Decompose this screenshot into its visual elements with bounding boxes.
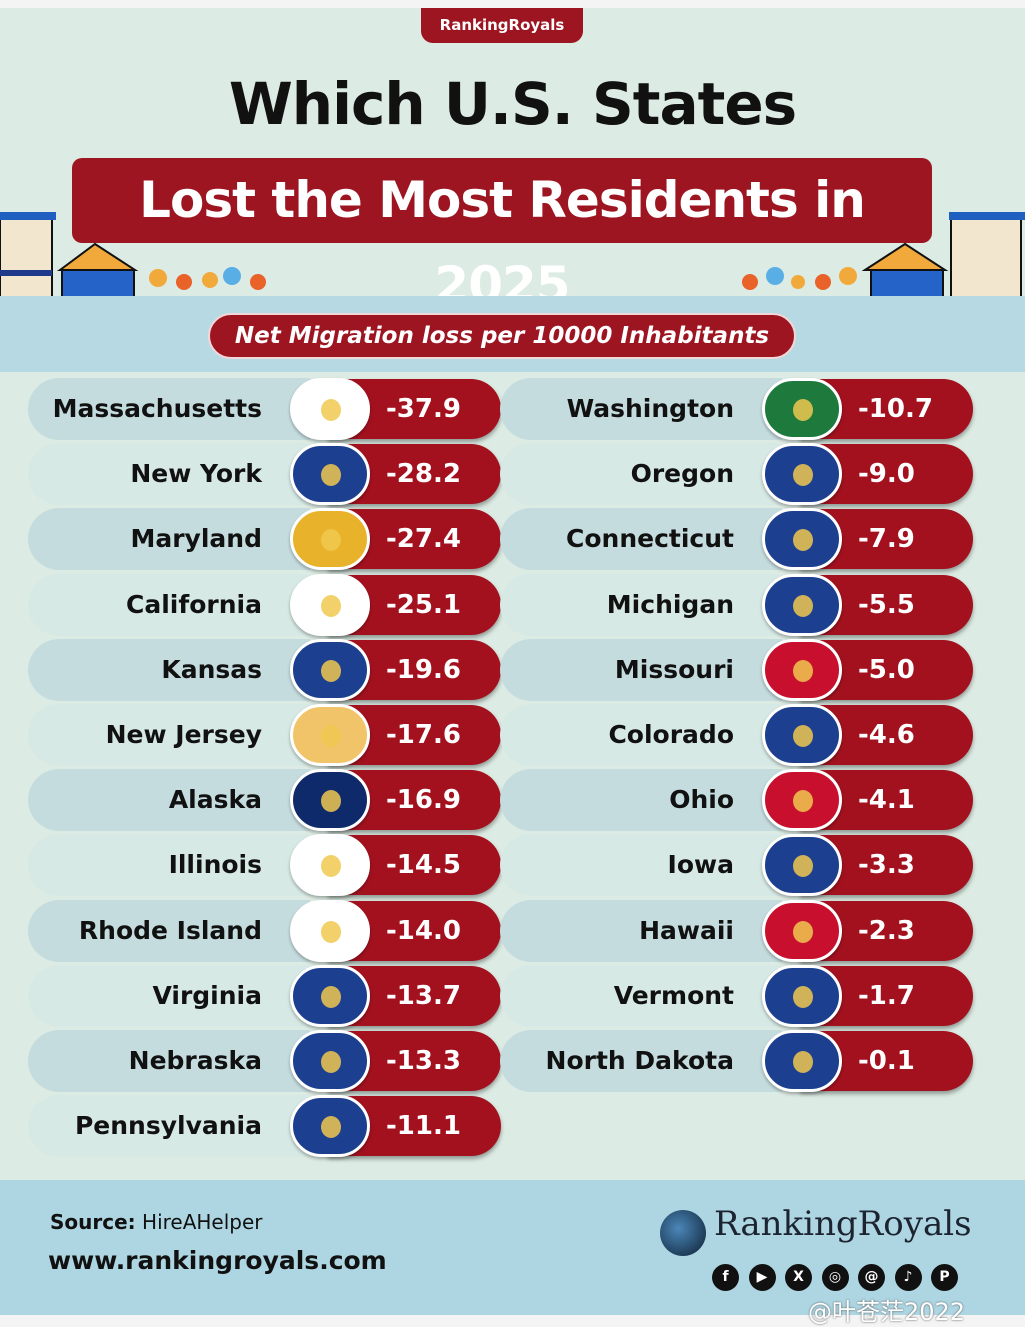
facebook-icon[interactable]: f <box>712 1264 739 1291</box>
state-flag-icon <box>290 1095 370 1158</box>
footer <box>0 1180 1025 1315</box>
instagram-icon[interactable]: ◎ <box>821 1264 849 1291</box>
state-flag-icon <box>762 378 842 440</box>
brand-badge: RankingRoyals <box>421 8 583 43</box>
pinterest-icon[interactable]: P <box>931 1264 958 1291</box>
houses-trees-left-illustration <box>0 212 272 300</box>
state-name: Hawaii <box>500 899 782 962</box>
state-name: Vermont <box>500 964 782 1027</box>
state-flag-icon <box>762 899 842 962</box>
source-label: Source: <box>50 1210 136 1234</box>
infographic: RankingRoyals Which U.S. States Lost the… <box>0 8 1025 1326</box>
page-subtitle: Lost the Most Residents in 2025 <box>72 158 932 314</box>
state-flag-icon <box>290 573 370 636</box>
state-flag-icon <box>290 378 370 440</box>
state-flag-icon <box>762 638 842 701</box>
state-name: Illinois <box>28 834 310 897</box>
state-name: Michigan <box>500 573 782 636</box>
state-name: Missouri <box>500 638 782 701</box>
state-flag-icon <box>762 508 842 571</box>
page-title: Which U.S. States <box>228 70 797 138</box>
state-flag-icon <box>762 573 842 636</box>
tiktok-icon[interactable]: ♪ <box>894 1264 922 1291</box>
state-flag-icon <box>762 1030 842 1092</box>
state-name: New York <box>28 443 310 506</box>
state-flag-icon <box>762 769 842 832</box>
state-name: Iowa <box>500 834 782 897</box>
brand-logo-text: RankingRoyals <box>714 1204 972 1244</box>
state-flag-icon <box>290 834 370 897</box>
state-flag-icon <box>290 964 370 1027</box>
value-label: -13.3 <box>328 1031 501 1091</box>
state-flag-icon <box>290 769 370 832</box>
metric-label: Net Migration loss per 10000 Inhabitants <box>208 313 796 359</box>
state-flag-icon <box>290 704 370 766</box>
state-name: Nebraska <box>28 1030 310 1092</box>
state-name: Ohio <box>500 769 782 832</box>
watermark: @叶苍茫2022 <box>808 1298 966 1326</box>
state-name: California <box>28 573 310 636</box>
globe-logo-icon <box>660 1210 706 1256</box>
state-name: Virginia <box>28 964 310 1027</box>
state-name: New Jersey <box>28 704 310 766</box>
website-link[interactable]: www.rankingroyals.com <box>48 1246 387 1275</box>
state-flag-icon <box>290 1030 370 1092</box>
state-name: Rhode Island <box>28 899 310 962</box>
state-flag-icon <box>762 834 842 897</box>
state-flag-icon <box>290 508 370 571</box>
state-flag-icon <box>762 704 842 766</box>
source-value: HireAHelper <box>142 1210 263 1234</box>
state-name: Pennsylvania <box>28 1095 310 1158</box>
state-flag-icon <box>762 964 842 1027</box>
state-name: Connecticut <box>500 508 782 571</box>
state-flag-icon <box>290 443 370 506</box>
source-text: Source: HireAHelper <box>50 1210 263 1234</box>
threads-icon[interactable]: @ <box>858 1264 885 1291</box>
state-name: Oregon <box>500 443 782 506</box>
state-name: Kansas <box>28 638 310 701</box>
state-name: Maryland <box>28 508 310 571</box>
state-flag-icon <box>290 638 370 701</box>
youtube-icon[interactable]: ▶ <box>748 1264 776 1291</box>
state-name: North Dakota <box>500 1030 782 1092</box>
state-name: Alaska <box>28 769 310 832</box>
houses-trees-right-illustration <box>735 212 1025 300</box>
x-icon[interactable]: X <box>785 1264 812 1291</box>
state-flag-icon <box>762 443 842 506</box>
state-name: Washington <box>500 378 782 440</box>
state-name: Colorado <box>500 704 782 766</box>
state-flag-icon <box>290 899 370 962</box>
state-name: Massachusetts <box>28 378 310 440</box>
